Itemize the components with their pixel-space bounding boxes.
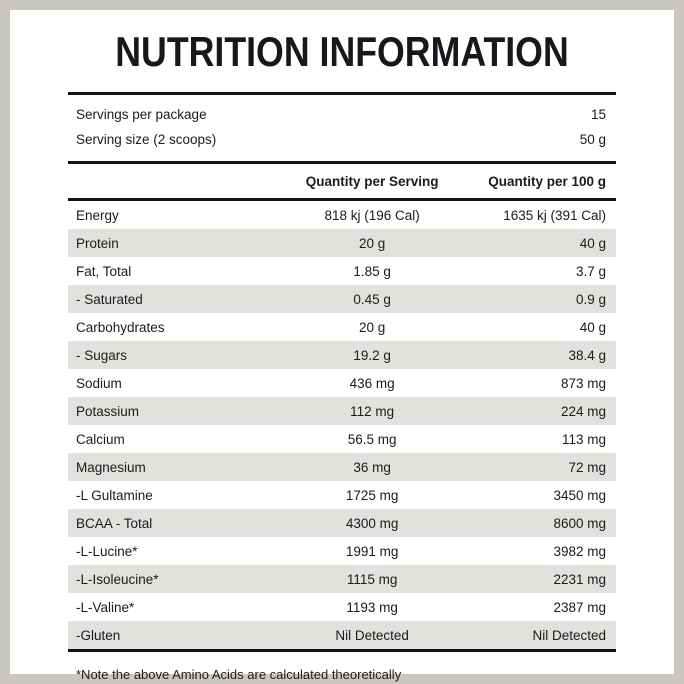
value-per-serving: 1115 mg <box>346 571 398 587</box>
value-per-100g: 224 mg <box>560 403 606 419</box>
table-row: -L-Lucine* 1991 mg 3982 mg <box>68 537 616 565</box>
nutrient-label: Potassium <box>76 403 140 419</box>
value-per-100g: 38.4 g <box>568 347 606 363</box>
value-per-100g: 2231 mg <box>553 571 606 587</box>
value-per-serving: 818 kj (196 Cal) <box>324 207 420 223</box>
servings-per-package-row: Servings per package 15 <box>68 102 616 127</box>
nutrient-label: Protein <box>76 235 119 251</box>
value-per-serving: 56.5 mg <box>347 431 397 447</box>
table-row: Potassium 112 mg 224 mg <box>68 397 616 425</box>
nutrient-label: -Gluten <box>76 627 121 643</box>
value-per-100g: 3450 mg <box>553 487 606 503</box>
nutrient-label: - Saturated <box>76 291 143 307</box>
table-row: Carbohydrates 20 g 40 g <box>68 313 616 341</box>
value-per-100g: Nil Detected <box>532 627 606 643</box>
value-per-serving: Nil Detected <box>335 627 409 643</box>
page-title: NUTRITION INFORMATION <box>115 28 569 75</box>
value-per-100g: 1635 kj (391 Cal) <box>503 207 606 223</box>
nutrient-label: - Sugars <box>76 347 128 363</box>
table-header-row: Quantity per Serving Quantity per 100 g <box>68 164 616 201</box>
table-row: Fat, Total 1.85 g 3.7 g <box>68 257 616 285</box>
table-row: Protein 20 g 40 g <box>68 229 616 257</box>
nutrient-label: Sodium <box>76 375 122 391</box>
value-per-serving: 19.2 g <box>353 347 391 363</box>
table-row: -L-Isoleucine* 1115 mg 2231 mg <box>68 565 616 593</box>
servings-per-package-value: 15 <box>590 107 606 122</box>
column-header-per-serving: Quantity per Serving <box>287 164 458 201</box>
divider-under-title <box>68 92 616 95</box>
value-per-100g: 0.9 g <box>575 291 606 307</box>
value-per-100g: 40 g <box>579 319 606 335</box>
table-row: - Sugars 19.2 g 38.4 g <box>68 341 616 369</box>
servings-section: Servings per package 15 Serving size (2 … <box>68 95 616 161</box>
column-header-per-100g: Quantity per 100 g <box>457 164 616 201</box>
nutrient-label: Calcium <box>76 431 125 447</box>
value-per-100g: 3982 mg <box>553 543 606 559</box>
nutrient-label: Magnesium <box>76 459 146 475</box>
value-per-serving: 1991 mg <box>345 543 399 559</box>
table-row: Energy 818 kj (196 Cal) 1635 kj (391 Cal) <box>68 200 616 230</box>
value-per-100g: 40 g <box>579 235 606 251</box>
value-per-100g: 8600 mg <box>553 515 606 531</box>
table-row: BCAA - Total 4300 mg 8600 mg <box>68 509 616 537</box>
table-row: Calcium 56.5 mg 113 mg <box>68 425 616 453</box>
value-per-100g: 3.7 g <box>575 263 606 279</box>
nutrient-label: -L-Isoleucine* <box>76 571 159 587</box>
nutrient-label: BCAA - Total <box>76 515 153 531</box>
value-per-serving: 36 mg <box>353 459 391 475</box>
value-per-100g: 113 mg <box>561 431 606 447</box>
table-row: Magnesium 36 mg 72 mg <box>68 453 616 481</box>
nutrient-label: Fat, Total <box>76 263 132 279</box>
value-per-serving: 0.45 g <box>353 291 391 307</box>
serving-size-label: Serving size (2 scoops) <box>76 132 217 147</box>
nutrient-label: -L-Lucine* <box>76 543 138 559</box>
table-row: -L-Valine* 1193 mg 2387 mg <box>68 593 616 621</box>
divider-above-footnote <box>68 649 616 652</box>
servings-per-package-label: Servings per package <box>76 107 207 122</box>
serving-size-row: Serving size (2 scoops) 50 g <box>68 127 616 152</box>
table-row: - Saturated 0.45 g 0.9 g <box>68 285 616 313</box>
value-per-serving: 436 mg <box>349 375 395 391</box>
nutrition-label-panel: NUTRITION INFORMATION Servings per packa… <box>10 10 674 682</box>
nutrient-label: -L-Valine* <box>76 599 135 615</box>
serving-size-value: 50 g <box>579 132 606 147</box>
table-row: Sodium 436 mg 873 mg <box>68 369 616 397</box>
table-row: -Gluten Nil Detected Nil Detected <box>68 621 616 649</box>
nutrient-label: Energy <box>76 207 119 223</box>
value-per-serving: 4300 mg <box>345 515 399 531</box>
value-per-serving: 20 g <box>358 319 386 335</box>
nutrition-table: Quantity per Serving Quantity per 100 g … <box>68 164 616 649</box>
table-row: -L Gultamine 1725 mg 3450 mg <box>68 481 616 509</box>
table-body: Energy 818 kj (196 Cal) 1635 kj (391 Cal) P… <box>68 200 616 649</box>
value-per-serving: 20 g <box>358 235 386 251</box>
value-per-serving: 1.85 g <box>353 263 391 279</box>
value-per-serving: 1193 mg <box>346 599 398 615</box>
value-per-100g: 72 mg <box>568 459 606 475</box>
value-per-serving: 112 mg <box>350 403 395 419</box>
footnote: *Note the above Amino Acids are calculat… <box>76 667 402 682</box>
nutrient-label: Carbohydrates <box>76 319 165 335</box>
nutrient-label: -L Gultamine <box>76 487 153 503</box>
divider-under-servings <box>68 161 616 164</box>
value-per-serving: 1725 mg <box>345 487 399 503</box>
value-per-100g: 873 mg <box>560 375 606 391</box>
value-per-100g: 2387 mg <box>553 599 606 615</box>
column-header-nutrient <box>68 164 288 201</box>
